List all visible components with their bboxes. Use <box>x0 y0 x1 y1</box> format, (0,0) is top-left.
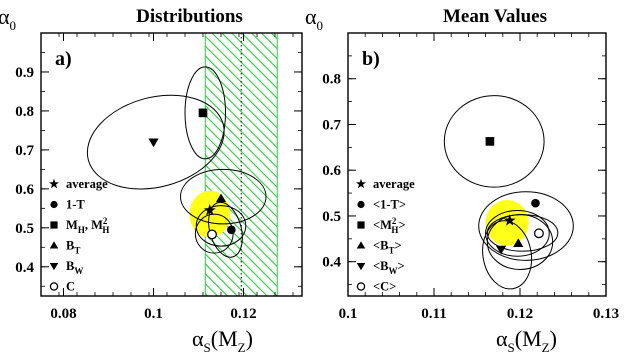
legend-label: C <box>66 280 75 294</box>
chart-panel-b: 0.1 0.11 0.12 0.13 0.4 0.5 0.6 0.7 0.8 Mean Value… <box>305 4 619 353</box>
legend-marker-triangle-down <box>49 263 59 271</box>
plot-frame <box>40 32 303 297</box>
y-tick-label: 0.7 <box>15 143 34 159</box>
plot-frame <box>347 32 607 297</box>
x-tick-label: 0.13 <box>593 306 619 322</box>
legend-label: MH, M2 H <box>66 216 109 235</box>
data-point-triangle-up-3 <box>513 238 524 247</box>
contour-ellipse-2 <box>180 168 267 225</box>
legend-label: <C> <box>373 280 396 294</box>
data-point-circle-open-5 <box>207 229 217 240</box>
contour-ellipse-1 <box>86 94 225 190</box>
y-tick-label: 0.6 <box>322 163 341 179</box>
y-tick-label: 0.4 <box>322 255 341 271</box>
legend-marker-triangle-up <box>49 241 59 249</box>
data-point-circle-1 <box>531 198 540 208</box>
contour-ellipse-0 <box>443 95 545 188</box>
legend-marker-triangle-up <box>356 241 366 249</box>
legend-marker-circle-open <box>49 282 59 291</box>
x-tick-label: 0.08 <box>50 306 76 322</box>
data-point-star-0 <box>503 214 516 226</box>
legend: average <1-T> <M2 H> <BT> <BW> <C> <box>356 177 415 294</box>
contour-ellipse-1 <box>478 191 574 261</box>
contour-ellipse-3 <box>485 209 550 257</box>
y-tick-label: 0.6 <box>15 182 34 198</box>
y-tick-label: 0.5 <box>322 209 341 225</box>
legend-marker-star <box>356 178 366 189</box>
uncertainty-band <box>205 33 278 296</box>
legend-label: BW <box>66 259 83 276</box>
data-point-triangle-down-4 <box>495 245 507 255</box>
contour-ellipse-5 <box>486 214 559 252</box>
legend-label: average <box>373 177 415 191</box>
y-tick-label: 0.4 <box>15 260 34 276</box>
y-tick-label: 0.5 <box>15 221 34 237</box>
legend-label: average <box>66 177 108 191</box>
y-tick-label: 0.9 <box>15 65 34 81</box>
plot-area <box>86 33 278 296</box>
data-point-square-2 <box>198 108 208 118</box>
legend-marker-circle <box>50 200 58 209</box>
legend-marker-square <box>50 221 58 229</box>
y-axis-label: α0 <box>0 4 16 33</box>
legend-label: <BT> <box>373 239 402 256</box>
y-tick-label: 0.8 <box>322 72 341 88</box>
legend-label: <1-T> <box>373 198 406 212</box>
legend-label: <BW> <box>373 259 405 276</box>
y-tick-label: 0.8 <box>15 104 34 120</box>
y-axis-label: α0 <box>305 4 323 33</box>
x-axis-label: αS(MZ) <box>496 326 557 353</box>
chart-panel-a: 0.08 0.1 0.12 0.4 0.5 0.6 0.7 0.8 0.9 Distributio… <box>0 4 303 353</box>
chart-title: Distributions <box>136 6 243 27</box>
plot-area <box>443 95 574 290</box>
legend-label: BT <box>66 239 80 256</box>
legend-marker-square <box>357 221 365 229</box>
x-tick-label: 0.12 <box>507 306 533 322</box>
data-point-square-2 <box>485 137 495 146</box>
x-axis-label: αS(MZ) <box>192 326 253 353</box>
legend-label: 1-T <box>66 198 85 212</box>
x-tick-label: 0.11 <box>421 306 446 322</box>
x-tick-label: 0.1 <box>144 306 163 322</box>
x-tick-label: 0.1 <box>339 306 358 322</box>
panel-label: a) <box>55 48 72 70</box>
contour-ellipse-4 <box>195 205 247 247</box>
legend-marker-circle <box>357 200 365 209</box>
legend: average 1-T MH, M2 H BT BW C <box>49 177 109 294</box>
data-point-triangle-up-3 <box>215 193 227 203</box>
x-tick-label: 0.12 <box>230 306 256 322</box>
legend-marker-star <box>49 178 59 189</box>
y-tick-label: 0.7 <box>322 117 341 133</box>
data-point-triangle-down-4 <box>148 138 159 148</box>
data-point-circle-1 <box>227 225 236 235</box>
panel-label: b) <box>362 48 380 70</box>
data-point-star-0 <box>203 203 216 216</box>
legend-marker-circle-open <box>356 282 366 291</box>
legend-label: <M2 H> <box>373 216 406 235</box>
contour-ellipse-0 <box>184 66 226 160</box>
chart-title: Mean Values <box>443 6 547 27</box>
data-point-circle-open-5 <box>533 228 544 239</box>
legend-marker-triangle-down <box>356 263 366 271</box>
